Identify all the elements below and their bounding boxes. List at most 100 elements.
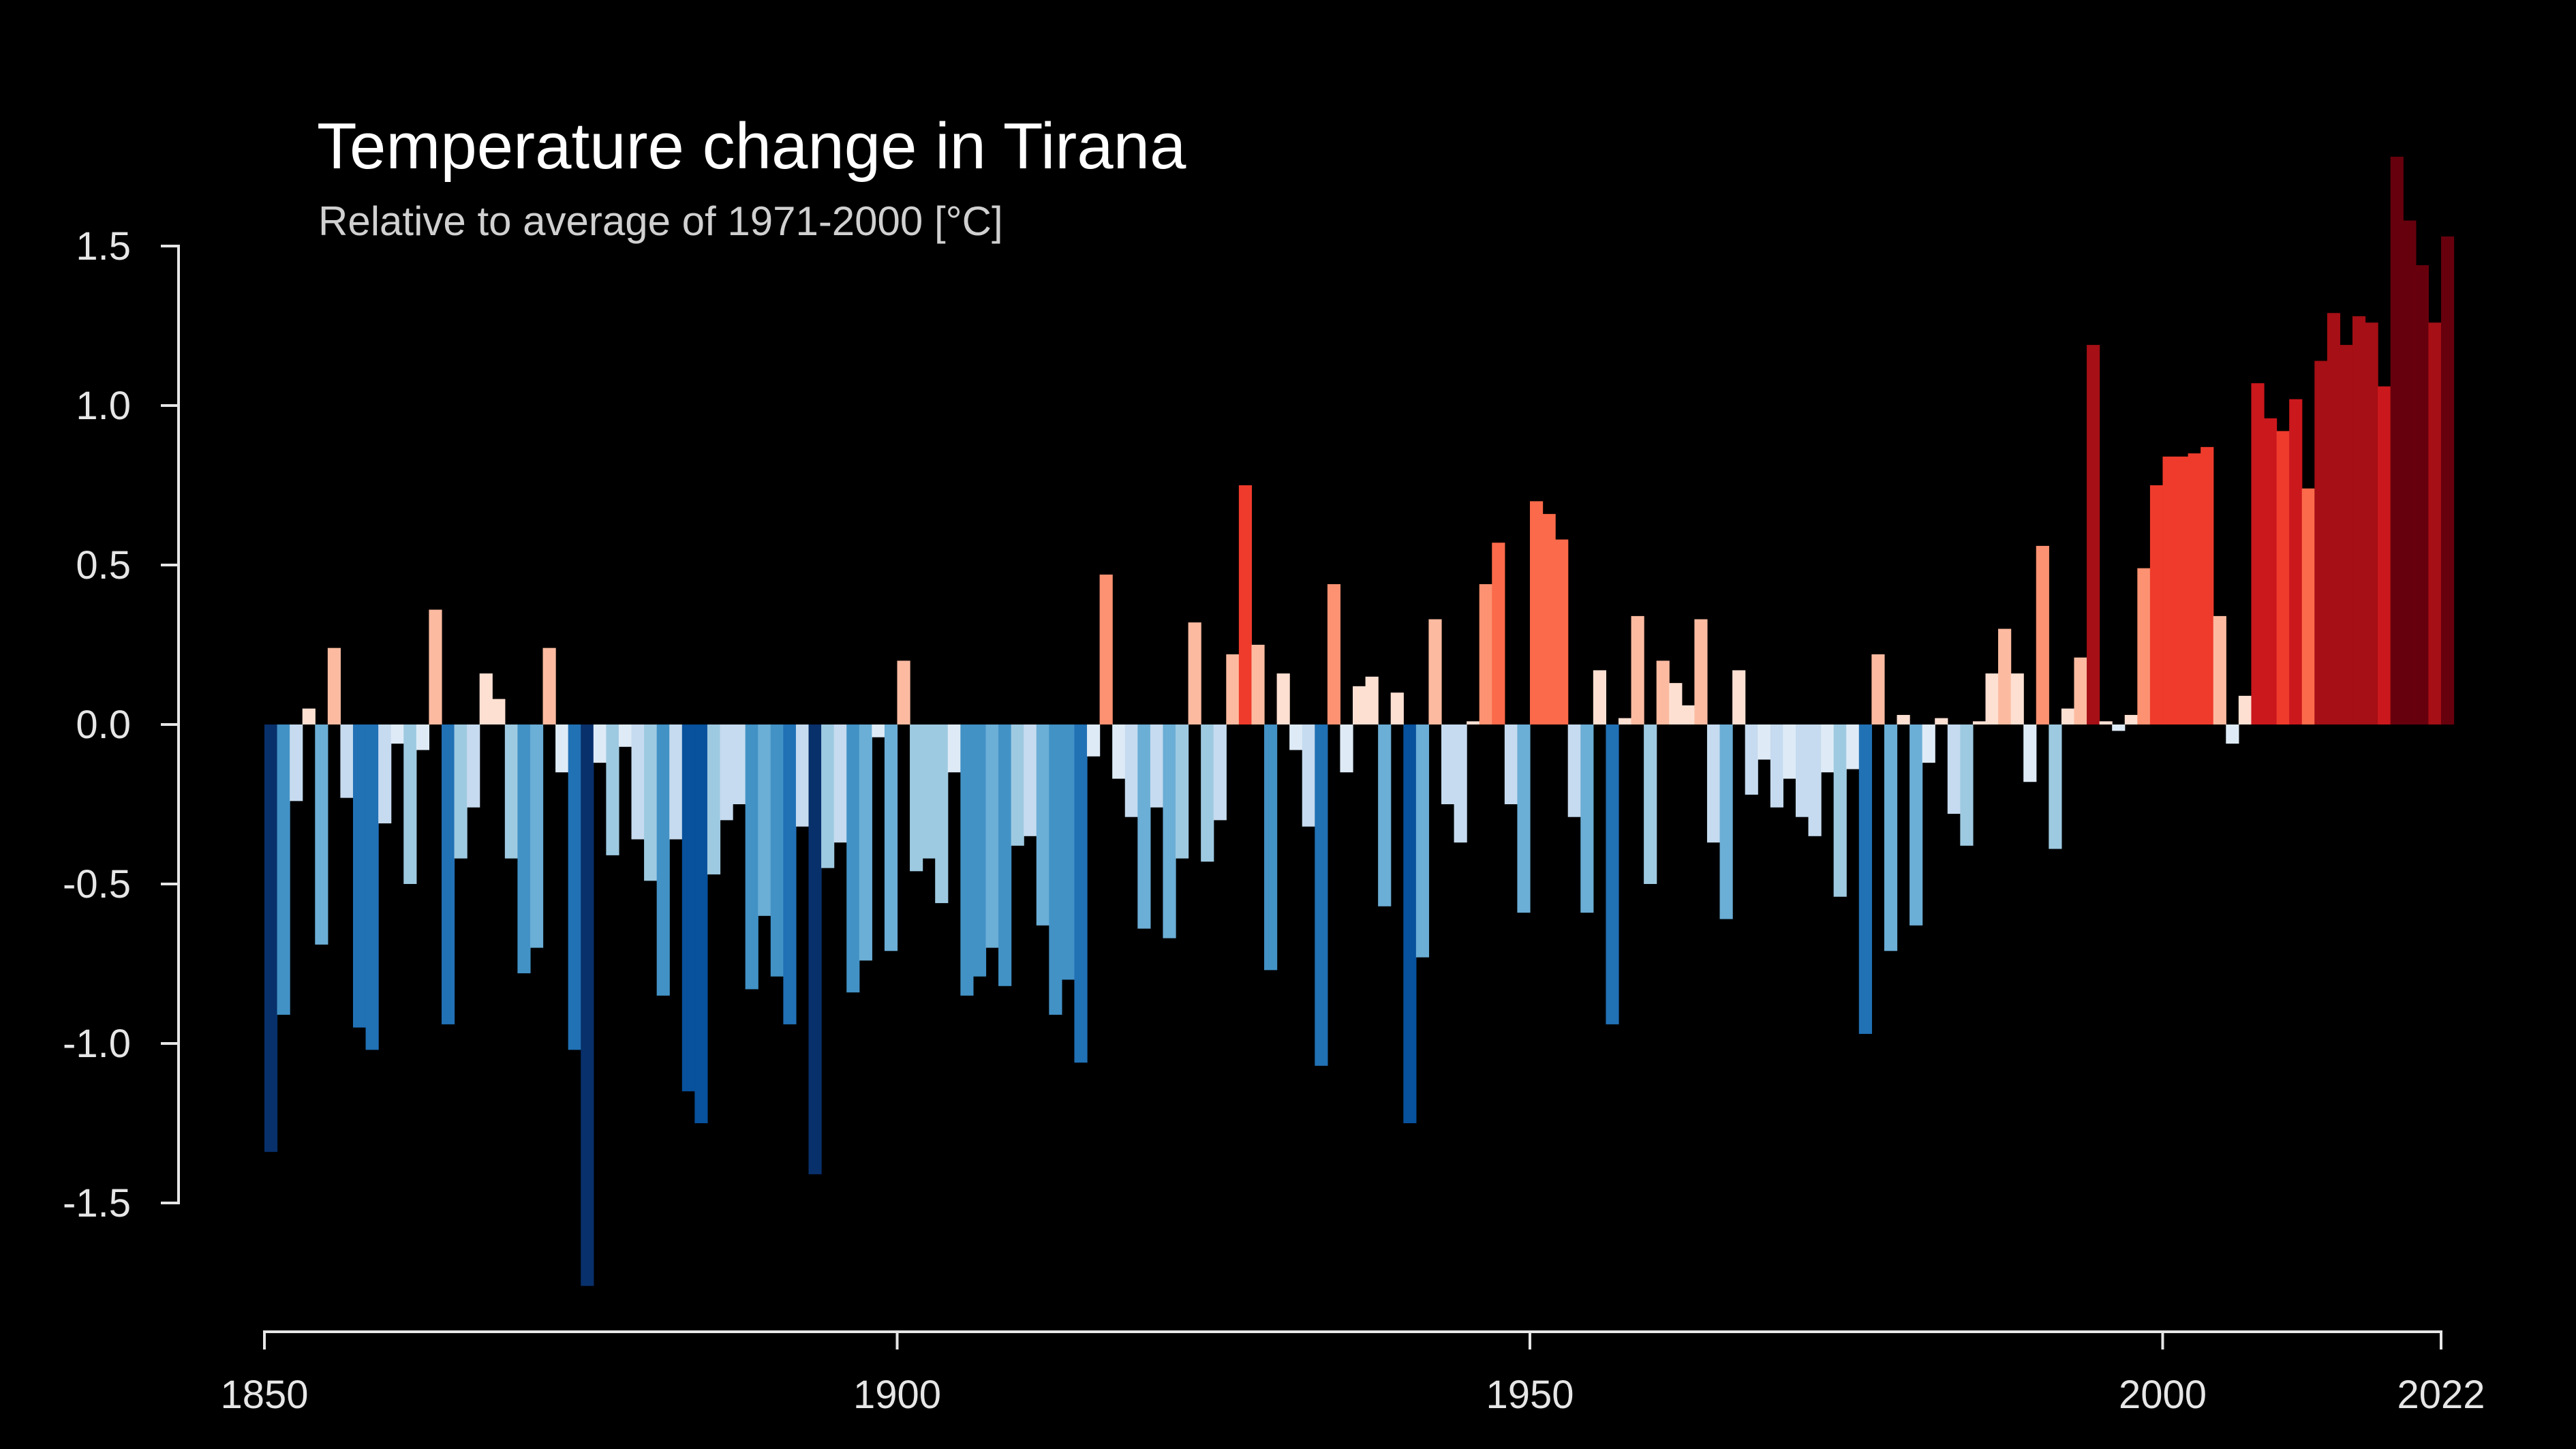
bar-1937 <box>1365 676 1379 724</box>
bar-2007 <box>2251 383 2265 724</box>
bar-1991 <box>2049 724 2062 849</box>
bar-1946 <box>1479 584 1492 724</box>
bar-1887 <box>733 724 746 804</box>
bar-1965 <box>1719 724 1733 919</box>
bar-1884 <box>694 724 708 1123</box>
x-tick-label: 1900 <box>853 1373 941 1417</box>
bar-1940 <box>1403 724 1417 1123</box>
bar-1951 <box>1542 514 1556 724</box>
bar-1996 <box>2112 724 2126 731</box>
bar-1983 <box>1947 724 1961 814</box>
bar-2000 <box>2162 456 2176 724</box>
bar-2021 <box>2428 322 2442 724</box>
y-tick-label: -0.5 <box>63 862 131 906</box>
bar-1928 <box>1251 645 1265 724</box>
bar-1925 <box>1213 724 1227 821</box>
bar-1882 <box>669 724 683 840</box>
bar-1926 <box>1226 654 1240 724</box>
bar-1920 <box>1150 724 1164 808</box>
bar-1941 <box>1415 724 1430 958</box>
bar-1890 <box>770 724 784 977</box>
bar-1978 <box>1884 724 1898 951</box>
bar-1858 <box>365 724 379 1050</box>
bar-1896 <box>846 724 860 993</box>
bar-1899 <box>884 724 898 951</box>
bar-1872 <box>542 647 556 724</box>
bar-1955 <box>1593 670 1606 724</box>
bar-1989 <box>2023 724 2037 782</box>
bar-1988 <box>2010 673 2024 724</box>
bar-1990 <box>2036 545 2049 724</box>
x-tick-label: 2022 <box>2397 1373 2485 1417</box>
chart-subtitle: Relative to average of 1971-2000 [°C] <box>318 198 1003 244</box>
bar-1856 <box>340 724 354 798</box>
bar-1863 <box>429 609 442 724</box>
bar-1912 <box>1049 724 1062 1015</box>
bar-1924 <box>1201 724 1214 862</box>
bar-1891 <box>783 724 797 1024</box>
bar-1972 <box>1808 724 1822 836</box>
bar-1892 <box>795 724 810 827</box>
bar-1974 <box>1833 724 1847 897</box>
bar-1869 <box>504 724 518 859</box>
bar-1966 <box>1732 670 1746 724</box>
bar-1906 <box>972 724 987 977</box>
bar-1905 <box>960 724 974 996</box>
bar-2013 <box>2327 313 2341 724</box>
bar-1982 <box>1935 718 1948 724</box>
bar-2001 <box>2175 456 2189 724</box>
bar-2009 <box>2276 431 2290 724</box>
bar-1985 <box>1972 721 1987 724</box>
bar-1913 <box>1061 724 1075 980</box>
bar-1874 <box>568 724 581 1050</box>
bar-1862 <box>416 724 430 750</box>
bar-1927 <box>1238 485 1253 724</box>
bar-1855 <box>327 647 341 724</box>
bar-1922 <box>1176 724 1189 859</box>
bar-1923 <box>1188 622 1201 724</box>
bar-2018 <box>2390 156 2404 724</box>
bar-1909 <box>1011 724 1024 846</box>
bar-1950 <box>1529 501 1544 724</box>
bar-2020 <box>2415 265 2429 725</box>
bar-1935 <box>1340 724 1353 773</box>
bar-1903 <box>935 724 949 904</box>
bar-1921 <box>1163 724 1176 939</box>
x-tick-label: 1950 <box>1486 1373 1574 1417</box>
bar-1907 <box>985 724 999 948</box>
bar-2019 <box>2403 220 2417 724</box>
bar-1958 <box>1631 615 1644 724</box>
bar-1931 <box>1289 724 1303 750</box>
bar-1883 <box>681 724 695 1092</box>
bar-1914 <box>1074 724 1088 1063</box>
bar-1885 <box>707 724 721 874</box>
bar-1895 <box>833 724 847 843</box>
bar-1939 <box>1390 692 1404 724</box>
bar-1867 <box>479 673 493 724</box>
bar-2002 <box>2188 453 2201 724</box>
bar-1917 <box>1112 724 1126 779</box>
y-tick-label: 0.5 <box>76 543 131 588</box>
bar-1880 <box>644 724 658 881</box>
bar-1878 <box>618 724 632 747</box>
bar-1979 <box>1897 714 1910 724</box>
y-axis: 1.5 1.0 0.5 0.0 -0.5 -1.0 -1.5 <box>63 224 180 1225</box>
bar-1960 <box>1656 660 1670 724</box>
bar-1861 <box>403 724 417 884</box>
bar-1998 <box>2137 568 2151 724</box>
bar-1953 <box>1567 724 1581 817</box>
bar-1986 <box>1985 673 1999 724</box>
bar-1854 <box>315 724 328 945</box>
bar-1893 <box>808 724 822 1174</box>
bar-1975 <box>1846 724 1860 769</box>
bar-1902 <box>922 724 936 859</box>
bar-1875 <box>581 724 594 1286</box>
bar-1866 <box>467 724 480 808</box>
bar-1889 <box>758 724 771 916</box>
bar-1959 <box>1644 724 1657 884</box>
bar-1994 <box>2087 345 2100 725</box>
bar-1963 <box>1694 619 1708 724</box>
bar-1945 <box>1467 721 1480 724</box>
bar-1850 <box>264 724 278 1153</box>
chart-title: Temperature change in Tirana <box>317 110 1186 183</box>
